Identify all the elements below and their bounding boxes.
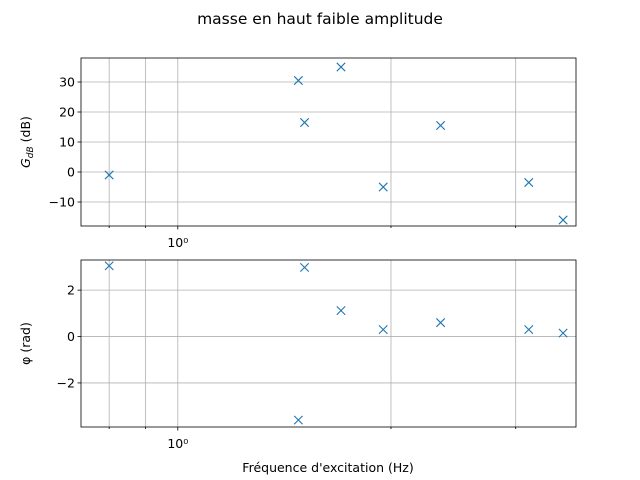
y-tick-label: 2	[67, 283, 75, 298]
data-point	[293, 415, 303, 425]
data-point	[336, 305, 346, 316]
y-tick-label: 0	[67, 329, 75, 344]
x-tick-label: 10⁰	[167, 436, 188, 451]
y-tick-label: 10	[59, 135, 75, 150]
phase-subplot: −2 0 2 10⁰ φ (rad)	[18, 259, 577, 451]
x-axis-label: Fréquence d'excitation (Hz)	[242, 460, 413, 475]
data-point	[524, 324, 534, 335]
y-tick-label: −2	[57, 375, 75, 390]
y-tick-label: 30	[59, 75, 75, 90]
data-point	[299, 262, 310, 273]
y-tick-label: −10	[49, 195, 75, 210]
data-point	[299, 117, 310, 128]
chart-title: masse en haut faible amplitude	[197, 10, 443, 28]
data-point	[104, 170, 114, 180]
x-tick-label: 10⁰	[167, 235, 188, 250]
data-point	[524, 177, 534, 188]
data-point	[435, 318, 446, 328]
data-point	[293, 75, 303, 86]
data-point	[104, 261, 114, 271]
data-point	[558, 328, 568, 338]
y-tick-label: 0	[67, 165, 75, 180]
y-tick-label: 20	[59, 105, 75, 120]
y-axis-label: GdB (dB)	[18, 116, 36, 168]
data-point	[558, 215, 568, 225]
data-point	[378, 324, 388, 335]
y-axis-label: φ (rad)	[18, 322, 33, 365]
data-point	[378, 182, 388, 192]
data-point	[336, 62, 346, 72]
axes-frame	[80, 259, 577, 428]
gain-subplot: −10 0 10 20 30 10⁰ GdB (dB)	[18, 57, 577, 250]
data-point	[435, 120, 446, 131]
